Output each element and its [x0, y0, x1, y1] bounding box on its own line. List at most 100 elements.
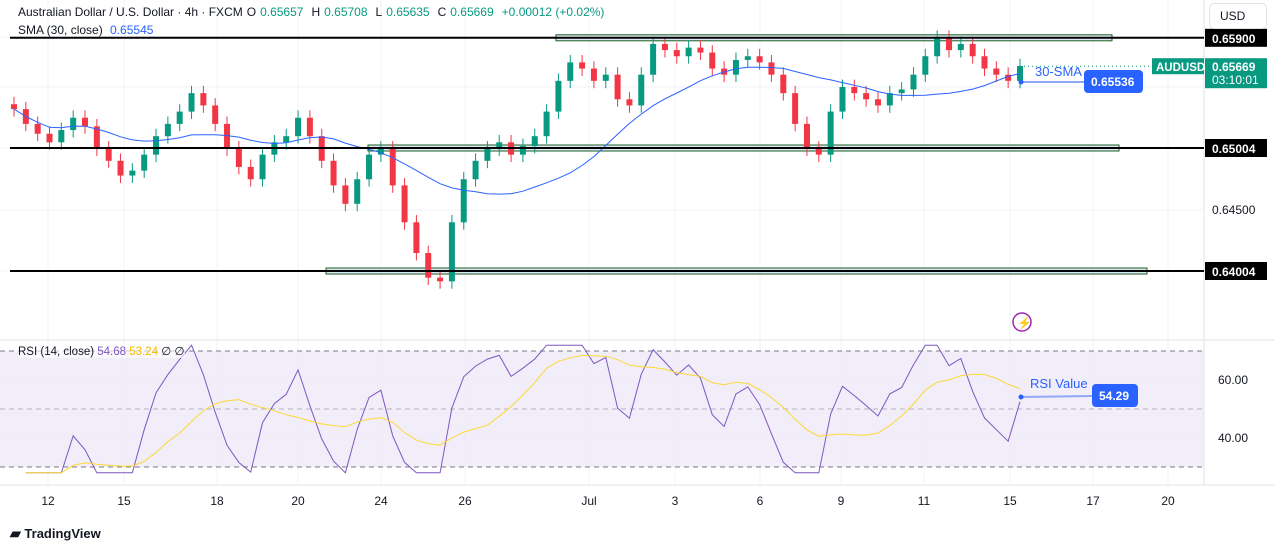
level-price-label: 0.64004: [1212, 265, 1256, 279]
candle-body: [839, 86, 846, 112]
sma-badge-label: 0.65536: [1091, 75, 1135, 89]
candle-body: [945, 37, 952, 51]
rsi-value: 54.68: [97, 346, 127, 358]
lightning-icon: [1012, 312, 1032, 332]
low-label: L: [375, 5, 383, 19]
candle-body: [448, 222, 455, 282]
last-price-tag: [1205, 58, 1267, 89]
candle-body: [164, 123, 171, 137]
candle-body: [283, 136, 290, 143]
annotation-point: [1018, 394, 1024, 400]
candle-body: [342, 185, 349, 204]
time-tick-label: 15: [117, 494, 131, 508]
time-tick-label: 12: [41, 494, 55, 508]
candle-body: [709, 52, 716, 69]
candle-body: [117, 160, 124, 176]
candle-body: [543, 111, 550, 137]
candle-body: [590, 68, 597, 81]
candle-body: [70, 117, 77, 131]
candle-body: [1017, 66, 1023, 81]
candle-body: [1005, 74, 1012, 81]
rsi-ma-line: [25, 354, 1021, 474]
candle-body: [780, 74, 787, 94]
candle-body: [46, 133, 53, 143]
sma-label: SMA (30, close): [18, 23, 103, 37]
candle-body: [389, 148, 396, 186]
time-tick-label: 6: [757, 494, 764, 508]
candle-body: [934, 37, 941, 57]
candle-body: [898, 89, 905, 94]
time-tick-label: 26: [458, 494, 472, 508]
candle-body: [567, 62, 574, 81]
candle-body: [851, 86, 858, 94]
candle-body: [413, 222, 420, 254]
candle-body: [827, 111, 834, 155]
candle-body: [602, 74, 609, 81]
candle-body: [874, 99, 881, 106]
open-label: O: [246, 5, 257, 19]
change-value: +0.00012 (+0.02%): [501, 5, 605, 19]
price-tick-label: 0.64500: [1212, 203, 1256, 217]
countdown-label: 03:10:01: [1212, 73, 1259, 87]
candle-body: [295, 117, 302, 137]
rsi-tick-label: 40.00: [1218, 431, 1248, 445]
level-price-label: 0.65004: [1212, 142, 1256, 156]
candle-body: [58, 130, 65, 143]
candle-body: [981, 56, 988, 69]
sma-legend: SMA (30, close) 0.65545: [18, 23, 153, 37]
rsi-extra-2: ∅: [174, 346, 185, 358]
candle-body: [910, 74, 917, 90]
candle-body: [756, 56, 763, 63]
candle-body: [235, 148, 242, 167]
rsi-line: [25, 344, 1021, 474]
lightning-icon: ⚡: [1017, 316, 1032, 330]
candle-body: [484, 148, 491, 161]
sma-value-badge: [1084, 70, 1143, 93]
candle-body: [768, 62, 775, 75]
time-tick-label: 11: [918, 494, 931, 508]
candle-body: [957, 43, 964, 51]
candle-body: [188, 93, 195, 112]
candle-body: [472, 160, 479, 180]
close-label: C: [437, 5, 447, 19]
symbol-tag-label: AUDUSD: [1156, 62, 1205, 74]
candle-body: [673, 50, 680, 57]
candle-body: [212, 105, 219, 124]
candle-body: [34, 123, 41, 134]
candle-body: [354, 179, 361, 204]
candle-body: [886, 93, 893, 106]
candle-body: [141, 154, 148, 171]
candle-body: [93, 126, 100, 149]
tradingview-logo[interactable]: ▰ TradingView: [10, 525, 101, 541]
time-tick-label: Jul: [581, 494, 596, 508]
currency-selector[interactable]: USD: [1209, 3, 1267, 29]
candle-body: [259, 154, 266, 180]
candle-body: [744, 56, 751, 60]
candle-body: [614, 74, 621, 100]
rsi-ma-value: 53.24: [129, 346, 159, 358]
candle-body: [697, 47, 704, 53]
candle-body: [792, 93, 799, 124]
symbol-name: Australian Dollar / U.S. Dollar · 4h · F…: [18, 5, 243, 19]
annotation-point: [1018, 79, 1024, 85]
candle-body: [732, 59, 739, 75]
candle-body: [129, 170, 136, 176]
candle-body: [626, 99, 633, 106]
candle-body: [815, 148, 822, 155]
rsi-value-badge: [1092, 384, 1138, 407]
branding-text: TradingView: [24, 526, 101, 541]
rsi-tick-label: 60.00: [1218, 373, 1248, 387]
rsi-annotation-text: RSI Value: [1030, 376, 1088, 391]
candle-body: [969, 43, 976, 57]
candle-body: [863, 93, 870, 100]
candle-body: [460, 179, 467, 223]
candle-body: [425, 253, 432, 278]
rsi-extra-1: ∅: [161, 346, 172, 358]
time-tick-label: 24: [374, 494, 388, 508]
time-tick-label: 9: [838, 494, 845, 508]
rsi-legend: RSI (14, close) 54.68 53.24 ∅ ∅: [18, 344, 185, 358]
candle-body: [82, 117, 89, 127]
time-tick-label: 20: [1161, 494, 1175, 508]
candle-body: [803, 123, 810, 149]
